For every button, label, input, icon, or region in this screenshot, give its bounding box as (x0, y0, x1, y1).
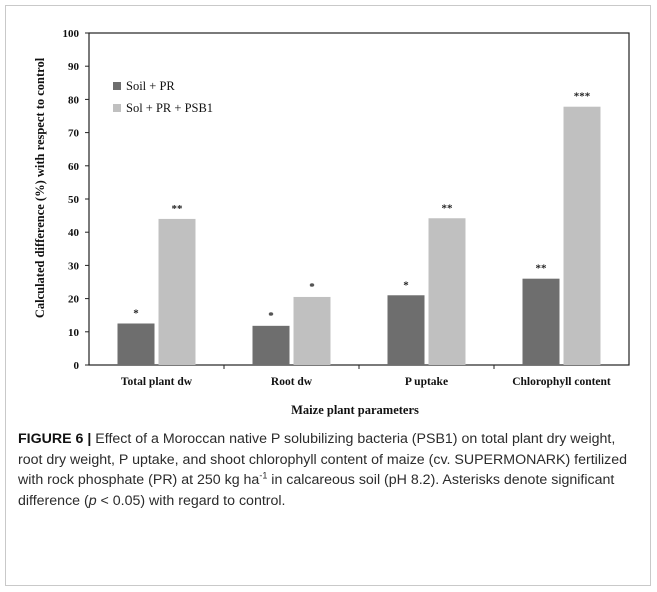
legend: Soil + PR Sol + PR + PSB1 (113, 79, 213, 115)
bar (252, 325, 290, 365)
significance-label: ** (442, 202, 454, 214)
significance-label: * (309, 281, 315, 293)
bar (293, 296, 331, 365)
x-tick-label: Total plant dw (121, 376, 193, 388)
y-tick-label: 20 (68, 294, 80, 306)
x-axis: Total plant dw Root dw P uptake Chlorophyll… (121, 365, 611, 388)
y-tick-label: 0 (74, 360, 80, 372)
y-tick-label: 100 (63, 28, 80, 40)
caption-text-1: Effect of a Moroccan native P solubilizi… (18, 431, 628, 488)
legend-label: Soil + PR (126, 79, 175, 93)
legend-swatch (113, 82, 121, 90)
bar (428, 218, 466, 365)
y-tick-label: 70 (68, 128, 80, 140)
caption-italic-p: p (88, 492, 97, 509)
y-tick-label: 90 (68, 61, 80, 73)
x-tick-label: Root dw (271, 376, 313, 388)
caption-superscript: -1 (259, 470, 268, 481)
bar (522, 278, 560, 365)
bar-chart: 0 10 20 30 40 50 60 70 80 90 100 Total plant dw Roo… (33, 28, 630, 417)
significance-label: ** (536, 263, 548, 275)
figure-caption: FIGURE 6 | Effect of a Moroccan native P… (18, 429, 642, 511)
bar (563, 106, 601, 365)
x-tick-label: Chlorophyll content (512, 376, 611, 388)
caption-text-2: in calcareous soil (pH 8.2). Asterisks d… (18, 472, 615, 509)
significance-label: ** (172, 203, 184, 215)
caption-text-3: < 0.05) with regard to control. (96, 492, 286, 509)
significance-label: * (268, 310, 274, 322)
bar (387, 295, 425, 365)
legend-label: Sol + PR + PSB1 (126, 101, 213, 115)
significance-label: * (403, 279, 409, 291)
y-axis-label: Calculated difference (%) with respect t… (33, 57, 47, 318)
figure-label: FIGURE 6 | (18, 431, 92, 447)
x-tick-label: P uptake (405, 376, 448, 388)
legend-swatch (113, 104, 121, 112)
bar (158, 218, 196, 365)
x-axis-label: Maize plant parameters (291, 403, 419, 417)
significance-label: * (133, 308, 139, 320)
bars: ***** ******** (117, 91, 601, 365)
significance-label: *** (574, 91, 591, 103)
y-tick-label: 50 (68, 194, 80, 206)
y-tick-label: 30 (68, 260, 80, 272)
y-tick-label: 10 (68, 327, 80, 339)
bar (117, 323, 155, 365)
y-tick-label: 60 (68, 161, 80, 173)
y-tick-label: 80 (68, 94, 80, 106)
y-tick-label: 40 (68, 227, 80, 239)
